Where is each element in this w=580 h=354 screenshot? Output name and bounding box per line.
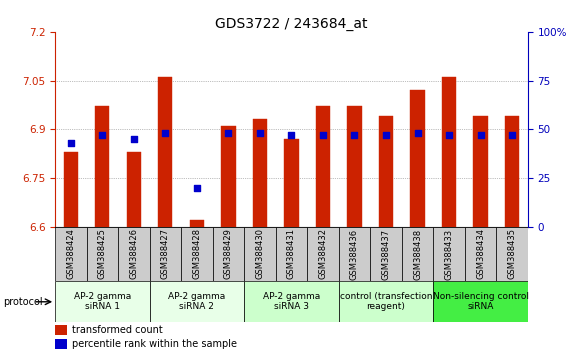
Point	[255, 130, 264, 136]
Bar	[181, 227, 213, 281]
Text: Non-silencing control
siRNA: Non-silencing control siRNA	[433, 292, 528, 312]
Bar	[253, 120, 267, 227]
Bar	[55, 281, 150, 322]
Bar	[442, 77, 456, 227]
Bar	[433, 281, 528, 322]
Bar	[505, 116, 519, 227]
Text: GSM388428: GSM388428	[193, 228, 201, 280]
Text: GSM388435: GSM388435	[508, 228, 517, 280]
Bar	[86, 227, 118, 281]
Bar	[118, 227, 150, 281]
Text: AP-2 gamma
siRNA 2: AP-2 gamma siRNA 2	[168, 292, 226, 312]
Bar	[127, 152, 141, 227]
Point	[476, 132, 485, 138]
Point	[161, 130, 170, 136]
Bar	[55, 227, 86, 281]
Bar	[339, 227, 370, 281]
Point	[350, 132, 359, 138]
Point	[66, 140, 75, 145]
Bar	[433, 227, 465, 281]
Text: GSM388436: GSM388436	[350, 228, 359, 280]
Text: GSM388433: GSM388433	[444, 228, 454, 280]
Text: GSM388426: GSM388426	[129, 228, 139, 280]
Text: AP-2 gamma
siRNA 3: AP-2 gamma siRNA 3	[263, 292, 320, 312]
Bar	[64, 152, 78, 227]
Text: GSM388437: GSM388437	[382, 228, 390, 280]
Title: GDS3722 / 243684_at: GDS3722 / 243684_at	[215, 17, 368, 31]
Bar	[190, 220, 204, 227]
Point	[287, 132, 296, 138]
Bar	[465, 227, 496, 281]
Bar	[276, 227, 307, 281]
Bar	[244, 281, 339, 322]
Bar	[222, 126, 235, 227]
Text: GSM388429: GSM388429	[224, 229, 233, 279]
Bar	[95, 107, 110, 227]
Text: GSM388438: GSM388438	[413, 228, 422, 280]
Text: GSM388431: GSM388431	[287, 228, 296, 280]
Text: AP-2 gamma
siRNA 1: AP-2 gamma siRNA 1	[74, 292, 131, 312]
Bar	[316, 107, 330, 227]
Bar	[150, 281, 244, 322]
Text: GSM388425: GSM388425	[98, 229, 107, 279]
Bar	[284, 139, 299, 227]
Point	[382, 132, 391, 138]
Text: percentile rank within the sample: percentile rank within the sample	[72, 339, 237, 349]
Point	[413, 130, 422, 136]
Bar	[307, 227, 339, 281]
Bar	[55, 339, 67, 349]
Bar	[244, 227, 276, 281]
Bar	[473, 116, 488, 227]
Text: GSM388434: GSM388434	[476, 228, 485, 280]
Bar	[496, 227, 528, 281]
Point	[193, 185, 202, 190]
Bar	[158, 77, 172, 227]
Text: GSM388430: GSM388430	[255, 228, 264, 280]
Bar	[347, 107, 361, 227]
Point	[508, 132, 517, 138]
Bar	[339, 281, 433, 322]
Bar	[411, 90, 425, 227]
Bar	[150, 227, 181, 281]
Text: GSM388427: GSM388427	[161, 228, 170, 280]
Bar	[379, 116, 393, 227]
Bar	[402, 227, 433, 281]
Text: transformed count: transformed count	[72, 325, 162, 335]
Text: GSM388424: GSM388424	[66, 229, 75, 279]
Point	[224, 130, 233, 136]
Point	[97, 132, 107, 138]
Text: GSM388432: GSM388432	[318, 228, 328, 280]
Text: control (transfection
reagent): control (transfection reagent)	[340, 292, 432, 312]
Bar	[55, 325, 67, 335]
Point	[129, 136, 139, 142]
Bar	[370, 227, 402, 281]
Text: protocol: protocol	[3, 297, 42, 307]
Point	[318, 132, 328, 138]
Bar	[213, 227, 244, 281]
Point	[444, 132, 454, 138]
